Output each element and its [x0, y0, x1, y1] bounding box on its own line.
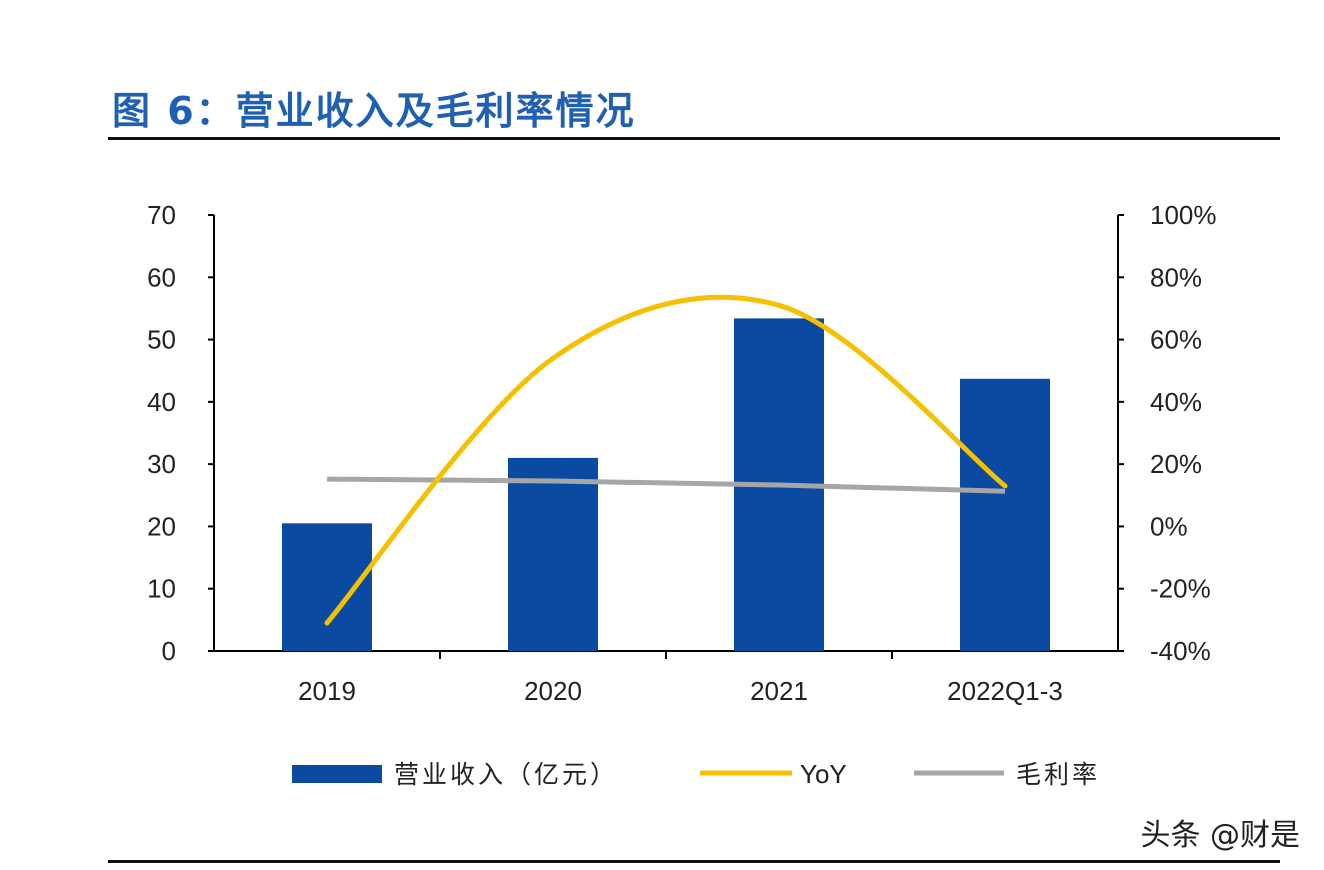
watermark: 头条 @财是	[1140, 818, 1300, 853]
right-tick-label: 80%	[1150, 262, 1202, 292]
x-tick-label: 2022Q1-3	[947, 676, 1063, 706]
right-tick-label: -40%	[1150, 636, 1211, 666]
x-tick-label: 2019	[298, 676, 356, 706]
left-tick-label: 0	[162, 636, 176, 666]
left-tick-label: 20	[147, 511, 176, 541]
legend-label-yoy: YoY	[800, 759, 847, 789]
left-tick-label: 30	[147, 449, 176, 479]
left-tick-label: 10	[147, 574, 176, 604]
bar-revenue	[508, 457, 598, 651]
line-yoy	[324, 294, 1008, 626]
left-tick-label: 60	[147, 262, 176, 292]
bar-revenue	[282, 523, 372, 651]
legend-swatch-revenue	[292, 765, 382, 783]
right-tick-label: 60%	[1150, 325, 1202, 355]
top-rule	[108, 137, 1280, 140]
right-tick-label: 40%	[1150, 387, 1202, 417]
x-tick-label: 2020	[524, 676, 582, 706]
bar-revenue	[960, 378, 1050, 651]
legend-label-revenue: 营业收入（亿元）	[394, 761, 618, 789]
right-tick-label: 20%	[1150, 449, 1202, 479]
left-tick-label: 50	[147, 325, 176, 355]
right-tick-label: 100%	[1150, 200, 1217, 230]
left-tick-label: 40	[147, 387, 176, 417]
right-tick-label: -20%	[1150, 574, 1211, 604]
x-tick-label: 2021	[750, 676, 808, 706]
bottom-rule	[108, 860, 1280, 863]
left-tick-label: 70	[147, 200, 176, 230]
legend-label-gross-margin: 毛利率	[1016, 761, 1100, 789]
right-tick-label: 0%	[1150, 511, 1188, 541]
figure-title: 图 6：营业收入及毛利率情况	[112, 89, 636, 133]
